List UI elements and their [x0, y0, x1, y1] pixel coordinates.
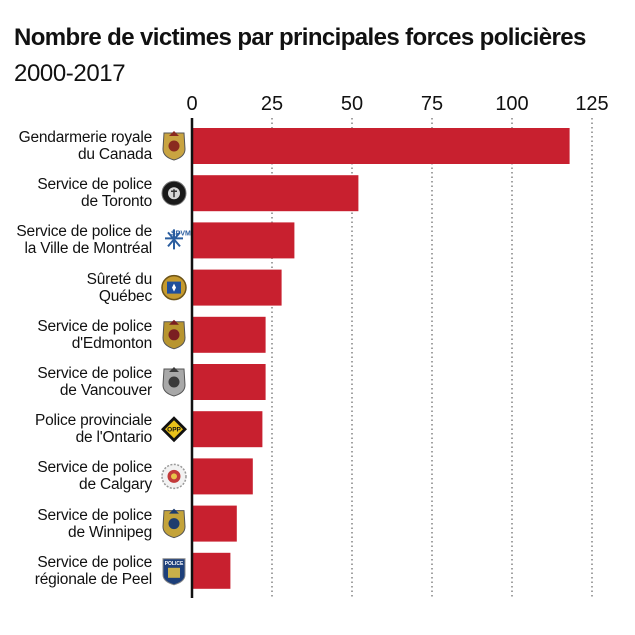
spvm-logo-text: SPVM: [171, 230, 191, 237]
bar: [192, 411, 263, 448]
chart-subtitle: 2000-2017: [14, 60, 126, 87]
category-label-line2: de Winnipeg: [68, 523, 152, 541]
category-label-line2: de Vancouver: [59, 382, 152, 399]
category-label: Police provinciale de l'Ontario: [2, 412, 152, 446]
rcmp-crest-icon: [162, 131, 186, 161]
spvm-logo-icon: SPVM: [165, 229, 191, 250]
category-label-line2: du Canada: [77, 146, 152, 163]
bar: [192, 364, 266, 400]
toronto-police-badge-icon: [161, 180, 187, 206]
chart-title: Nombre de victimes par principales force…: [14, 24, 586, 51]
category-label-line1: Service de police de: [16, 223, 152, 241]
category-label-line1: Service de police: [37, 459, 152, 477]
category-label: Service de police de la Ville de Montréal: [2, 223, 152, 257]
x-tick-label: 100: [495, 93, 528, 115]
x-tick-label: 75: [421, 93, 443, 115]
bar: [192, 269, 282, 306]
opp-badge-text: OPP: [167, 427, 181, 434]
peel-police-badge-icon: POLICE: [162, 558, 186, 586]
bar: [192, 458, 253, 495]
category-label-line1: Sûreté du: [86, 270, 153, 288]
category-label-line1: Service de police: [37, 317, 152, 335]
bar: [192, 222, 295, 259]
bar: [192, 552, 231, 589]
category-label-line2: de Toronto: [81, 193, 152, 211]
category-label-line2: d'Edmonton: [71, 334, 152, 352]
x-tick-label: 125: [575, 93, 608, 115]
peel-badge-text: POLICE: [165, 561, 184, 567]
category-label: Service de police de Winnipeg: [2, 507, 152, 541]
bar: [192, 175, 359, 212]
category-label-line2: Québec: [98, 287, 152, 305]
opp-badge-icon: OPP: [161, 416, 187, 443]
winnipeg-police-badge-icon: [162, 508, 186, 539]
x-tick-label: 50: [341, 93, 363, 115]
category-label: Service de police régionale de Peel: [2, 554, 152, 588]
bar: [192, 316, 266, 353]
category-label-line1: Police provinciale: [34, 412, 152, 430]
category-label-line1: Gendarmerie royale: [18, 129, 153, 146]
category-label-line2: la Ville de Montréal: [24, 240, 152, 258]
category-label: Gendarmerie royale du Canada: [2, 129, 153, 163]
vancouver-police-badge-icon: [162, 367, 186, 397]
category-label-line1: Service de police: [37, 506, 152, 524]
category-label: Service de police d'Edmonton: [2, 318, 152, 352]
category-label-line2: régionale de Peel: [34, 570, 152, 588]
x-tick-label: 0: [186, 93, 197, 115]
category-label-line2: de l'Ontario: [75, 429, 153, 447]
sq-badge-icon: [161, 274, 187, 301]
category-label-line1: Service de police: [37, 176, 152, 194]
bar: [192, 128, 570, 164]
category-label: Service de police de Calgary: [2, 459, 152, 493]
calgary-police-badge-icon: [161, 463, 187, 490]
edmonton-police-crest-icon: [162, 319, 186, 350]
category-label-line2: de Calgary: [79, 476, 152, 494]
category-label: Sûreté du Québec: [2, 270, 153, 305]
x-tick-label: 25: [261, 93, 283, 115]
bar: [192, 505, 237, 542]
category-label-line1: Service de police: [37, 365, 152, 382]
category-label: Service de police de Toronto: [2, 176, 152, 210]
category-label-line1: Service de police: [37, 553, 152, 571]
category-label: Service de police de Vancouver: [2, 365, 152, 399]
